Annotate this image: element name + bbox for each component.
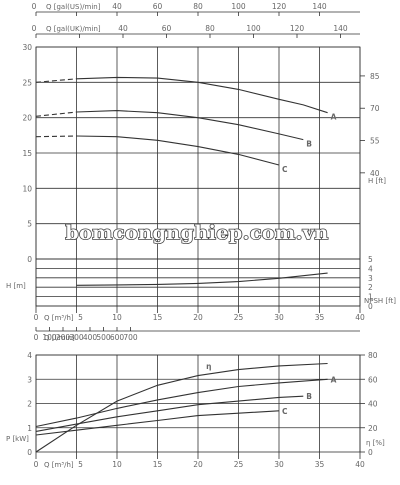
q-m3h-tick-label: 20 — [193, 313, 203, 322]
head-curve-label: A — [331, 113, 337, 122]
top-axis-uk-tick-label: 120 — [290, 24, 305, 33]
head-ft-tick-label: 70 — [370, 104, 380, 113]
npsh-ft-tick-label: 5 — [368, 255, 373, 264]
top-axis-uk-tick-label: 80 — [205, 24, 215, 33]
power-y-tick-label: 0 — [27, 448, 32, 457]
top-axis-us-label: Q [gal(US)/min] — [46, 3, 101, 11]
head-curve-C — [76, 135, 280, 166]
q-lmin-tick-label: 400 — [83, 333, 98, 342]
power-y-tick-label: 4 — [27, 351, 32, 360]
power-curve-B — [35, 395, 304, 432]
power-y-axis-label: P [kW] — [6, 435, 29, 443]
q-lmin-tick-label: 700 — [123, 333, 138, 342]
q-lmin-tick-label: 200 — [56, 333, 71, 342]
head-ft-tick-label: 40 — [370, 169, 380, 178]
q-bottom-tick-label: 40 — [355, 460, 365, 469]
npsh-axis-label: NPSH [ft] — [364, 297, 396, 305]
head-y-tick-label: 10 — [22, 184, 32, 193]
npsh-ft-tick-label: 4 — [368, 264, 373, 273]
top-axis-uk-tick-label: 100 — [246, 24, 261, 33]
q-m3h-tick-label: 35 — [315, 313, 325, 322]
top-axis-us-tick-label: 40 — [112, 2, 122, 11]
head-curve-label: C — [282, 165, 288, 174]
q-bottom-axis-label: Q [m³/h] — [44, 461, 74, 469]
power-curve-label: C — [282, 407, 288, 416]
power-y-tick-label: 1 — [27, 424, 32, 433]
head-y-tick-label: 30 — [22, 43, 32, 52]
top-axis-us-tick-label: 0 — [32, 2, 37, 11]
q-m3h-tick-label: 30 — [274, 313, 284, 322]
q-lmin-tick-label: 500 — [96, 333, 111, 342]
head-curve-C-dashed — [35, 135, 77, 138]
power-curve-eta — [35, 362, 328, 453]
q-bottom-tick-label: 30 — [274, 460, 284, 469]
head-curve-label: B — [306, 140, 312, 149]
head-curve-B — [76, 110, 304, 141]
power-curve-label: η — [206, 362, 211, 371]
top-axis-us-tick-label: 100 — [231, 2, 246, 11]
eff-axis-label: η [%] — [366, 439, 385, 447]
head-y-tick-label: 0 — [27, 255, 32, 264]
power-curve-label: B — [306, 392, 312, 401]
power-curve-A — [35, 378, 328, 428]
head-y-tick-label: 25 — [22, 78, 32, 87]
power-y-tick-label: 2 — [27, 400, 32, 409]
head-curve-A-dashed — [35, 78, 77, 83]
q-bottom-tick-label: 5 — [78, 460, 83, 469]
top-axis-us-tick-label: 140 — [312, 2, 327, 11]
q-lmin-tick-label: 0 — [34, 333, 39, 342]
top-axis-uk-label: Q [gal(UK)/min] — [46, 25, 101, 33]
eff-tick-label: 60 — [368, 375, 378, 384]
top-axis-uk-tick-label: 0 — [32, 24, 37, 33]
q-bottom-tick-label: 20 — [193, 460, 203, 469]
eff-tick-label: 20 — [368, 424, 378, 433]
watermark: bomcongnghiep.com.vn — [65, 222, 328, 244]
top-axis-us-tick-label: 80 — [193, 2, 203, 11]
npsh-curve — [76, 272, 328, 286]
head-ft-axis-label: H [ft] — [368, 177, 386, 185]
npsh-y-axis-label: H [m] — [6, 282, 26, 290]
q-bottom-tick-label: 10 — [112, 460, 122, 469]
q-m3h-tick-label: 15 — [153, 313, 163, 322]
q-lmin-tick-label: 600 — [110, 333, 125, 342]
head-curve-A — [76, 76, 328, 114]
q-m3h-axis-label: Q [m³/h] — [44, 314, 74, 322]
q-bottom-tick-label: 35 — [315, 460, 325, 469]
eff-tick-label: 80 — [368, 351, 378, 360]
top-axis-uk-tick-label: 60 — [162, 24, 172, 33]
head-y-tick-label: 5 — [27, 220, 32, 229]
q-m3h-tick-label: 0 — [34, 313, 39, 322]
npsh-ft-tick-label: 2 — [368, 283, 373, 292]
head-ft-tick-label: 55 — [370, 137, 380, 146]
head-y-tick-label: 15 — [22, 149, 32, 158]
npsh-ft-tick-label: 1 — [368, 293, 373, 302]
top-axis-us-tick-label: 60 — [153, 2, 163, 11]
top-axis-uk-tick-label: 140 — [333, 24, 348, 33]
eff-tick-label: 40 — [368, 400, 378, 409]
power-curve-label: A — [331, 375, 337, 384]
eff-tick-label: 0 — [368, 448, 373, 457]
q-lmin-axis-label: Q [l/min] — [44, 334, 75, 342]
q-m3h-tick-label: 25 — [234, 313, 244, 322]
head-curve-B-dashed — [35, 111, 77, 117]
npsh-ft-tick-label: 3 — [368, 274, 373, 283]
q-bottom-tick-label: 15 — [153, 460, 163, 469]
q-lmin-tick-label: 100 — [42, 333, 57, 342]
q-m3h-tick-label: 10 — [112, 313, 122, 322]
power-y-tick-label: 3 — [27, 375, 32, 384]
head-y-tick-label: 20 — [22, 114, 32, 123]
power-curve-C — [35, 410, 280, 436]
q-m3h-tick-label: 5 — [78, 313, 83, 322]
q-bottom-tick-label: 0 — [34, 460, 39, 469]
q-lmin-tick-label: 300 — [69, 333, 84, 342]
head-ft-tick-label: 85 — [370, 72, 380, 81]
q-bottom-tick-label: 25 — [234, 460, 244, 469]
npsh-ft-tick-label: 0 — [368, 302, 373, 311]
top-axis-us-tick-label: 120 — [272, 2, 287, 11]
q-m3h-tick-label: 40 — [355, 313, 365, 322]
top-axis-uk-tick-label: 40 — [118, 24, 128, 33]
